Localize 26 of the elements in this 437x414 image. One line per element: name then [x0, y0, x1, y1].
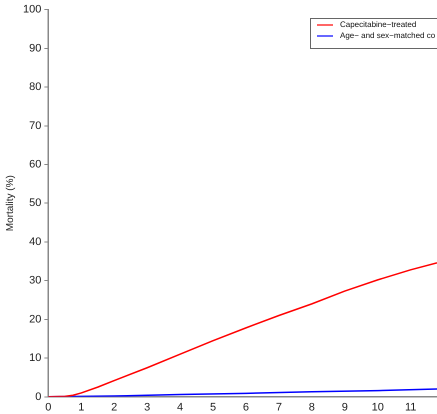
x-tick-label: 9: [342, 401, 348, 414]
y-tick-label: 10: [29, 352, 42, 364]
legend-label: Capecitabine−treated: [340, 20, 416, 30]
y-axis-title: Mortality (%): [4, 175, 16, 232]
y-tick-label: 70: [29, 120, 42, 132]
x-tick-label: 6: [242, 401, 250, 414]
x-tick-label: 11: [404, 401, 416, 414]
y-tick-label: 100: [22, 4, 42, 16]
legend-label: Age− and sex−matched co: [340, 31, 436, 40]
x-tick-label: 1: [78, 401, 84, 414]
x-tick-label: 2: [111, 401, 118, 414]
y-tick-label: 50: [29, 197, 42, 210]
y-tick-label: 20: [29, 313, 42, 326]
x-tick-label: 3: [144, 401, 150, 414]
x-tick-label: 8: [308, 401, 315, 414]
y-tick-label: 30: [29, 274, 42, 287]
x-tick-label: 7: [276, 401, 282, 414]
y-tick-label: 80: [29, 81, 42, 94]
y-tick-label: 90: [29, 42, 42, 54]
x-tick-label: 10: [372, 401, 384, 414]
x-tick-label: 5: [210, 401, 216, 414]
y-tick-label: 0: [35, 390, 42, 403]
y-tick-label: 60: [29, 158, 42, 171]
y-tick-label: 40: [29, 236, 42, 248]
x-tick-label: 4: [177, 401, 184, 414]
x-tick-label: 0: [45, 401, 52, 414]
